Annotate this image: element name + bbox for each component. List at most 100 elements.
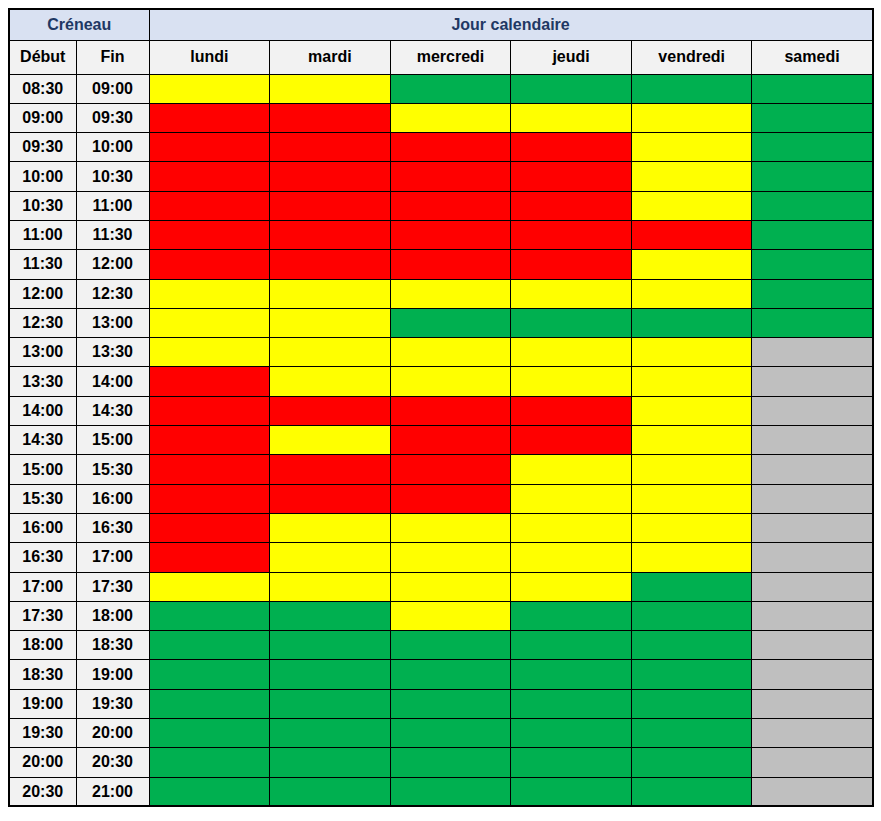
- availability-cell-vendredi-16:30: [631, 543, 752, 572]
- start-time-cell: 16:00: [9, 513, 76, 542]
- start-time-cell: 14:00: [9, 396, 76, 425]
- availability-cell-mardi-12:30: [270, 308, 391, 337]
- time-slot-row: 19:0019:30: [9, 689, 873, 718]
- availability-cell-vendredi-17:00: [631, 572, 752, 601]
- start-time-cell: 14:30: [9, 426, 76, 455]
- availability-cell-mardi-16:30: [270, 543, 391, 572]
- time-slot-row: 15:3016:00: [9, 484, 873, 513]
- availability-cell-lundi-13:00: [149, 338, 270, 367]
- time-slot-row: 11:0011:30: [9, 220, 873, 249]
- end-time-cell: 10:30: [76, 162, 149, 191]
- end-time-cell: 20:30: [76, 748, 149, 777]
- availability-cell-mercredi-08:30: [390, 74, 511, 103]
- end-time-cell: 09:30: [76, 103, 149, 132]
- availability-cell-lundi-12:30: [149, 308, 270, 337]
- availability-cell-vendredi-10:30: [631, 191, 752, 220]
- end-time-cell: 11:00: [76, 191, 149, 220]
- availability-cell-samedi-13:30: [752, 367, 873, 396]
- availability-cell-lundi-13:30: [149, 367, 270, 396]
- availability-cell-mercredi-15:00: [390, 455, 511, 484]
- time-slot-row: 20:0020:30: [9, 748, 873, 777]
- end-time-cell: 15:00: [76, 426, 149, 455]
- availability-cell-lundi-16:30: [149, 543, 270, 572]
- availability-cell-mercredi-13:00: [390, 338, 511, 367]
- availability-cell-vendredi-15:30: [631, 484, 752, 513]
- availability-cell-samedi-19:00: [752, 689, 873, 718]
- availability-cell-samedi-13:00: [752, 338, 873, 367]
- availability-cell-lundi-18:00: [149, 631, 270, 660]
- availability-cell-jeudi-20:00: [511, 748, 632, 777]
- end-time-cell: 21:00: [76, 777, 149, 806]
- start-time-cell: 19:00: [9, 689, 76, 718]
- availability-cell-samedi-08:30: [752, 74, 873, 103]
- availability-cell-samedi-20:30: [752, 777, 873, 806]
- start-time-cell: 08:30: [9, 74, 76, 103]
- availability-cell-samedi-15:00: [752, 455, 873, 484]
- availability-cell-lundi-19:30: [149, 719, 270, 748]
- availability-cell-lundi-14:30: [149, 426, 270, 455]
- time-slot-row: 14:3015:00: [9, 426, 873, 455]
- availability-cell-jeudi-16:30: [511, 543, 632, 572]
- availability-cell-samedi-14:30: [752, 426, 873, 455]
- start-time-cell: 11:30: [9, 250, 76, 279]
- availability-cell-lundi-18:30: [149, 660, 270, 689]
- start-time-cell: 18:00: [9, 631, 76, 660]
- availability-cell-mardi-17:30: [270, 601, 391, 630]
- time-slot-row: 18:3019:00: [9, 660, 873, 689]
- schedule-page: Créneau Jour calendaire Début Fin lundim…: [0, 0, 881, 821]
- availability-cell-mercredi-18:30: [390, 660, 511, 689]
- start-time-cell: 19:30: [9, 719, 76, 748]
- availability-cell-samedi-16:00: [752, 513, 873, 542]
- availability-cell-mercredi-17:00: [390, 572, 511, 601]
- availability-cell-vendredi-17:30: [631, 601, 752, 630]
- availability-cell-jeudi-12:00: [511, 279, 632, 308]
- availability-cell-samedi-10:00: [752, 162, 873, 191]
- end-time-cell: 18:30: [76, 631, 149, 660]
- availability-cell-mardi-15:30: [270, 484, 391, 513]
- availability-cell-lundi-20:30: [149, 777, 270, 806]
- time-slot-row: 17:3018:00: [9, 601, 873, 630]
- availability-cell-jeudi-18:00: [511, 631, 632, 660]
- start-time-cell: 09:30: [9, 133, 76, 162]
- time-slot-row: 16:3017:00: [9, 543, 873, 572]
- end-time-cell: 11:30: [76, 220, 149, 249]
- time-slot-row: 12:0012:30: [9, 279, 873, 308]
- availability-cell-mercredi-20:00: [390, 748, 511, 777]
- availability-cell-jeudi-14:30: [511, 426, 632, 455]
- availability-cell-vendredi-09:30: [631, 133, 752, 162]
- time-slot-row: 12:3013:00: [9, 308, 873, 337]
- end-time-cell: 14:30: [76, 396, 149, 425]
- time-slot-row: 14:0014:30: [9, 396, 873, 425]
- end-time-cell: 09:00: [76, 74, 149, 103]
- availability-cell-mardi-08:30: [270, 74, 391, 103]
- availability-cell-mardi-19:30: [270, 719, 391, 748]
- availability-cell-mercredi-14:00: [390, 396, 511, 425]
- availability-cell-lundi-10:30: [149, 191, 270, 220]
- availability-cell-jeudi-10:00: [511, 162, 632, 191]
- availability-cell-samedi-14:00: [752, 396, 873, 425]
- group-header-row: Créneau Jour calendaire: [9, 9, 873, 40]
- availability-cell-samedi-09:30: [752, 133, 873, 162]
- end-time-cell: 17:30: [76, 572, 149, 601]
- availability-cell-vendredi-16:00: [631, 513, 752, 542]
- availability-cell-mercredi-14:30: [390, 426, 511, 455]
- availability-cell-vendredi-08:30: [631, 74, 752, 103]
- debut-column-header: Début: [9, 40, 76, 74]
- availability-cell-jeudi-15:00: [511, 455, 632, 484]
- availability-cell-jeudi-09:30: [511, 133, 632, 162]
- availability-cell-mardi-09:30: [270, 133, 391, 162]
- end-time-cell: 16:30: [76, 513, 149, 542]
- start-time-cell: 16:30: [9, 543, 76, 572]
- availability-cell-mardi-16:00: [270, 513, 391, 542]
- availability-cell-samedi-18:00: [752, 631, 873, 660]
- column-header-row: Début Fin lundimardimercredijeudivendred…: [9, 40, 873, 74]
- availability-cell-jeudi-19:30: [511, 719, 632, 748]
- availability-cell-mercredi-09:30: [390, 133, 511, 162]
- availability-cell-lundi-16:00: [149, 513, 270, 542]
- start-time-cell: 09:00: [9, 103, 76, 132]
- day-column-header-vendredi: vendredi: [631, 40, 752, 74]
- availability-cell-samedi-17:00: [752, 572, 873, 601]
- availability-cell-mardi-14:30: [270, 426, 391, 455]
- availability-cell-jeudi-13:00: [511, 338, 632, 367]
- availability-cell-lundi-20:00: [149, 748, 270, 777]
